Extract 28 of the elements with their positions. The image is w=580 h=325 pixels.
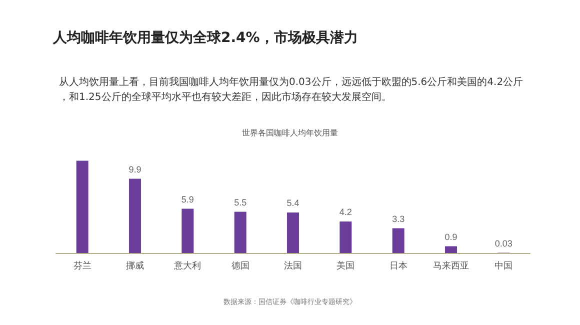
bar xyxy=(340,222,352,253)
bar xyxy=(234,212,246,253)
data-label: 5.5 xyxy=(234,197,247,208)
data-label: 3.3 xyxy=(392,214,405,224)
x-tick-label: 德国 xyxy=(231,260,250,270)
bar xyxy=(182,208,194,253)
x-tick-label: 法国 xyxy=(284,260,302,270)
x-tick-label: 美国 xyxy=(336,260,355,270)
data-label: 9.9 xyxy=(128,164,142,174)
text: 世界各国咖啡人均年饮用量 xyxy=(242,128,338,138)
bar xyxy=(445,246,457,253)
x-tick-label: 芬兰 xyxy=(73,260,92,270)
bar xyxy=(76,160,88,253)
data-label: 0.03 xyxy=(494,238,512,248)
x-tick-label: 中国 xyxy=(494,260,513,270)
bar xyxy=(129,178,141,253)
data-label: 5.4 xyxy=(286,198,300,208)
x-tick-label: 马来西亚 xyxy=(433,260,469,270)
data-label: 5.9 xyxy=(181,194,194,204)
data-label: 0.9 xyxy=(444,232,458,242)
chart-title: 人均咖啡年饮用量仅为全球2.4%，市场极具潜力 xyxy=(52,29,358,46)
bar xyxy=(392,228,404,253)
chart-subtitle: 从人均饮用量上看，目前我国咖啡人均年饮用量仅为0.03公斤，远远低于欧盟的5.6公斤和美国的4.2公斤，和1.25公斤的全球平均水平也有较大差距，因此市场存在较大发展空间。 xyxy=(59,76,524,103)
data-label: 4.2 xyxy=(339,207,352,217)
x-tick-label: 挪威 xyxy=(126,260,144,270)
bar xyxy=(287,212,299,253)
x-tick-label: 日本 xyxy=(389,260,408,270)
x-tick-label: 意大利 xyxy=(173,260,202,270)
